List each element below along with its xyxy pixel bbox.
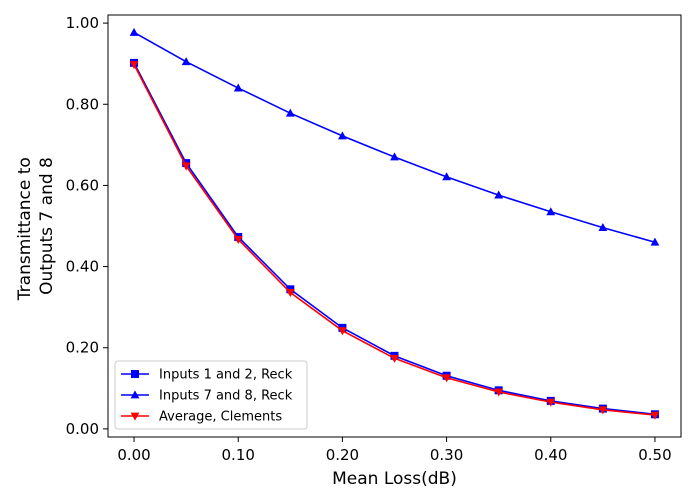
data-point	[546, 398, 556, 407]
x-axis-label: Mean Loss(dB)	[332, 469, 457, 489]
x-tick-label: 0.50	[638, 446, 671, 464]
data-point	[546, 207, 556, 216]
legend-label: Average, Clements	[159, 410, 282, 425]
data-point	[285, 108, 295, 117]
x-tick-label: 0.40	[534, 446, 567, 464]
data-point	[233, 235, 243, 244]
series-3	[129, 61, 660, 420]
y-axis-label-line-2: Outputs 7 and 8	[37, 157, 57, 295]
y-axis-label: Transmittance to Outputs 7 and 8	[15, 152, 57, 301]
x-tick-label: 0.00	[117, 446, 150, 464]
data-point	[233, 83, 243, 92]
plot-frame	[107, 14, 682, 438]
data-point	[442, 172, 451, 181]
data-point	[650, 411, 660, 420]
x-tick-label: 0.20	[326, 446, 359, 464]
x-tick-label: 0.30	[430, 446, 463, 464]
series-layer	[129, 27, 660, 420]
legend-marker	[130, 412, 140, 421]
data-point	[390, 354, 399, 363]
y-tick-label: 0.20	[66, 339, 99, 357]
x-axis: 0.00 0.10 0.20 0.30 0.40 0.50	[117, 437, 672, 464]
legend-box	[114, 360, 308, 430]
data-point	[338, 131, 347, 140]
legend-label: Inputs 7 and 8, Reck	[159, 389, 293, 404]
data-point	[494, 190, 504, 199]
y-tick-label: 1.00	[66, 14, 99, 32]
legend-marker	[131, 370, 139, 378]
legend-item: Average, Clements	[121, 410, 282, 425]
legend-item: Inputs 7 and 8, Reck	[121, 389, 293, 404]
data-point	[129, 61, 139, 70]
x-tick-label: 0.10	[222, 446, 255, 464]
legend-item: Inputs 1 and 2, Reck	[121, 368, 293, 383]
data-point	[494, 388, 504, 397]
legend: Inputs 1 and 2, Reck Inputs 7 and 8, Reck…	[114, 360, 308, 430]
data-point	[390, 152, 399, 161]
y-tick-label: 0.60	[66, 176, 99, 194]
legend-marker	[130, 390, 140, 399]
y-axis: 0.00 0.20 0.40 0.60 0.80 1.00	[66, 14, 108, 438]
data-point	[650, 237, 660, 246]
data-point	[285, 289, 295, 298]
data-point	[598, 223, 608, 232]
data-point	[442, 374, 451, 383]
data-point	[598, 406, 608, 415]
legend-label: Inputs 1 and 2, Reck	[159, 368, 293, 383]
y-tick-label: 0.40	[66, 258, 99, 276]
y-tick-label: 0.00	[66, 420, 99, 438]
data-point	[181, 162, 191, 171]
series-2	[129, 27, 660, 246]
data-point	[181, 57, 191, 66]
y-axis-label-line-1: Transmittance to	[15, 157, 35, 301]
y-tick-label: 0.80	[66, 95, 99, 113]
data-point	[338, 327, 347, 336]
data-point	[129, 27, 139, 36]
